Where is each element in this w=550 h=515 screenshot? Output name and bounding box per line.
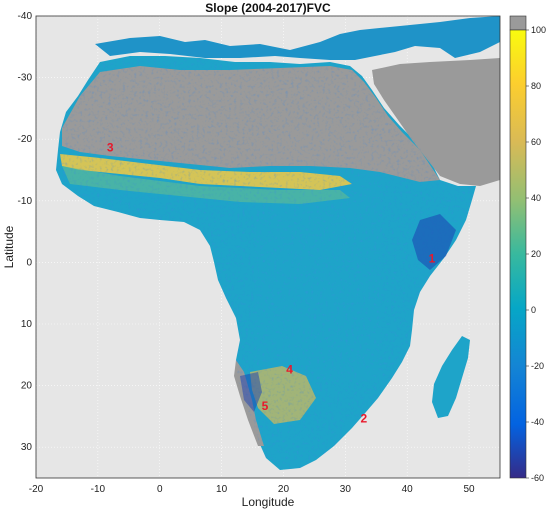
colorbar-tick-label: 0 xyxy=(531,305,536,315)
y-axis-label: Latitude xyxy=(2,225,16,268)
x-axis-label: Longitude xyxy=(242,495,295,509)
southwest-africa-decline xyxy=(240,372,262,412)
x-tick-label: 0 xyxy=(157,484,163,495)
east-africa-decline xyxy=(412,214,456,270)
y-tick-label: 20 xyxy=(21,381,33,392)
colorbar-tick-label: 60 xyxy=(531,137,541,147)
axes-frame xyxy=(35,15,501,479)
chart-title: Slope (2004-2017)FVC xyxy=(205,1,331,15)
region-marker-3: 3 xyxy=(107,141,114,155)
europe-fringe xyxy=(95,16,500,60)
colorbar-tick-label: -60 xyxy=(531,473,544,483)
colorbar-tick-label: -20 xyxy=(531,361,544,371)
arabian-peninsula xyxy=(372,58,500,186)
region-marker-5: 5 xyxy=(262,399,269,413)
colorbar-tick-label: 20 xyxy=(531,249,541,259)
region-marker-4: 4 xyxy=(286,362,293,376)
x-tick-label: -10 xyxy=(91,484,106,495)
x-tick-label: 50 xyxy=(464,484,476,495)
colorbar-gradient xyxy=(509,29,527,479)
y-tick-label: 30 xyxy=(21,442,33,453)
x-tick-label: -20 xyxy=(29,484,44,495)
colorbar-nodata-swatch xyxy=(509,15,527,31)
colorbar-tick-label: -40 xyxy=(531,417,544,427)
colorbar-tick-label: 80 xyxy=(531,81,541,91)
y-tick-label: 0 xyxy=(26,257,32,268)
colorbar: 100 80 60 40 20 0 -20 -40 -60 xyxy=(509,15,546,483)
y-tick-label: 10 xyxy=(21,319,33,330)
y-tick-label: -10 xyxy=(18,196,33,207)
x-axis-ticks: -20 -10 0 10 20 30 40 50 xyxy=(29,484,475,495)
colorbar-ticks: 100 80 60 40 20 0 -20 -40 -60 xyxy=(526,25,546,483)
x-tick-label: 20 xyxy=(278,484,290,495)
region-marker-1: 1 xyxy=(429,251,436,265)
madagascar xyxy=(432,336,470,418)
y-axis-ticks: -40 -30 -20 -10 0 10 20 30 xyxy=(18,11,33,453)
x-tick-label: 10 xyxy=(216,484,228,495)
colorbar-tick-label: 100 xyxy=(531,25,546,35)
region-markers: 1 2 3 4 5 xyxy=(107,141,436,426)
colorbar-tick-label: 40 xyxy=(531,193,541,203)
y-tick-label: -30 xyxy=(18,73,33,84)
x-tick-label: 40 xyxy=(402,484,414,495)
y-tick-label: -20 xyxy=(18,134,33,145)
region-marker-2: 2 xyxy=(361,412,368,426)
y-tick-label: -40 xyxy=(18,11,33,22)
x-tick-label: 30 xyxy=(340,484,352,495)
